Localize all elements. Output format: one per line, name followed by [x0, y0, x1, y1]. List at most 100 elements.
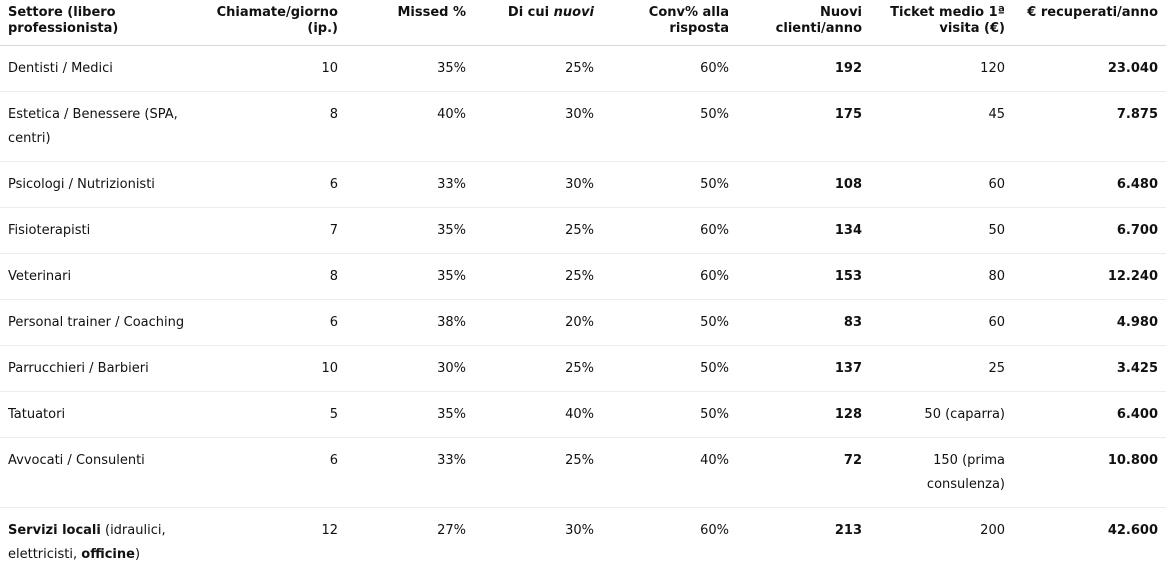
header-di-cui-nuovi: Di cui nuovi [474, 0, 602, 46]
table-row: Personal trainer / Coaching 6 38% 20% 50… [0, 300, 1166, 346]
table-row: Psicologi / Nutrizionisti 6 33% 30% 50% … [0, 162, 1166, 208]
cell-settore: Parrucchieri / Barbieri [0, 346, 200, 392]
cell-missed: 27% [346, 508, 474, 577]
cell-nuovi-pct: 25% [474, 438, 602, 508]
cell-missed: 35% [346, 254, 474, 300]
cell-conv: 60% [602, 508, 737, 577]
cell-settore: Veterinari [0, 254, 200, 300]
cell-missed: 38% [346, 300, 474, 346]
cell-nuovi-pct: 25% [474, 254, 602, 300]
table-row: Avvocati / Consulenti 6 33% 25% 40% 72 1… [0, 438, 1166, 508]
cell-missed: 35% [346, 392, 474, 438]
cell-clienti: 128 [737, 392, 870, 438]
cell-ticket: 150 (prima consulenza) [870, 438, 1013, 508]
cell-euro: 23.040 [1013, 46, 1166, 92]
cell-euro: 4.980 [1013, 300, 1166, 346]
cell-nuovi-pct: 25% [474, 346, 602, 392]
cell-clienti: 175 [737, 92, 870, 162]
cell-clienti: 83 [737, 300, 870, 346]
cell-chiamate: 10 [200, 346, 346, 392]
table-header-row: Settore (libero professionista) Chiamate… [0, 0, 1166, 46]
cell-clienti: 213 [737, 508, 870, 577]
header-settore: Settore (libero professionista) [0, 0, 200, 46]
table-row: Dentisti / Medici 10 35% 25% 60% 192 120… [0, 46, 1166, 92]
cell-clienti: 192 [737, 46, 870, 92]
header-missed: Missed % [346, 0, 474, 46]
cell-clienti: 134 [737, 208, 870, 254]
cell-conv: 50% [602, 392, 737, 438]
cell-settore: Personal trainer / Coaching [0, 300, 200, 346]
settore-normal: ) [135, 547, 140, 562]
cell-euro: 7.875 [1013, 92, 1166, 162]
settore-bold: Servizi locali [8, 523, 101, 538]
header-conv: Conv% alla risposta [602, 0, 737, 46]
settore-bold: officine [81, 547, 135, 562]
cell-ticket: 120 [870, 46, 1013, 92]
table-row: Estetica / Benessere (SPA, centri) 8 40%… [0, 92, 1166, 162]
cell-chiamate: 10 [200, 46, 346, 92]
cell-missed: 33% [346, 438, 474, 508]
cell-ticket: 50 [870, 208, 1013, 254]
header-nuovi-clienti: Nuovi clienti/anno [737, 0, 870, 46]
cell-nuovi-pct: 25% [474, 46, 602, 92]
cell-settore: Psicologi / Nutrizionisti [0, 162, 200, 208]
cell-missed: 35% [346, 46, 474, 92]
cell-missed: 40% [346, 92, 474, 162]
cell-ticket: 45 [870, 92, 1013, 162]
cell-ticket: 80 [870, 254, 1013, 300]
cell-conv: 50% [602, 162, 737, 208]
cell-settore: Fisioterapisti [0, 208, 200, 254]
cell-settore: Estetica / Benessere (SPA, centri) [0, 92, 200, 162]
header-recuperati: € recuperati/anno [1013, 0, 1166, 46]
table-row: Parrucchieri / Barbieri 10 30% 25% 50% 1… [0, 346, 1166, 392]
cell-missed: 35% [346, 208, 474, 254]
cell-settore: Tatuatori [0, 392, 200, 438]
cell-conv: 60% [602, 46, 737, 92]
cell-nuovi-pct: 30% [474, 92, 602, 162]
cell-conv: 50% [602, 300, 737, 346]
table-row: Servizi locali (idraulici, elettricisti,… [0, 508, 1166, 577]
cell-settore: Dentisti / Medici [0, 46, 200, 92]
cell-clienti: 72 [737, 438, 870, 508]
cell-euro: 10.800 [1013, 438, 1166, 508]
cell-conv: 60% [602, 208, 737, 254]
cell-conv: 60% [602, 254, 737, 300]
cell-settore: Avvocati / Consulenti [0, 438, 200, 508]
cell-clienti: 108 [737, 162, 870, 208]
header-ticket: Ticket medio 1ª visita (€) [870, 0, 1013, 46]
cell-chiamate: 8 [200, 92, 346, 162]
cell-euro: 12.240 [1013, 254, 1166, 300]
cell-missed: 33% [346, 162, 474, 208]
table-row: Fisioterapisti 7 35% 25% 60% 134 50 6.70… [0, 208, 1166, 254]
header-di-cui-prefix: Di cui [508, 5, 554, 20]
cell-euro: 6.480 [1013, 162, 1166, 208]
cell-chiamate: 6 [200, 438, 346, 508]
cell-chiamate: 7 [200, 208, 346, 254]
cell-nuovi-pct: 30% [474, 162, 602, 208]
cell-nuovi-pct: 20% [474, 300, 602, 346]
cell-ticket: 200 [870, 508, 1013, 577]
cell-chiamate: 6 [200, 300, 346, 346]
header-chiamate: Chiamate/giorno (ip.) [200, 0, 346, 46]
cell-ticket: 50 (caparra) [870, 392, 1013, 438]
cell-conv: 50% [602, 92, 737, 162]
cell-conv: 40% [602, 438, 737, 508]
cell-ticket: 25 [870, 346, 1013, 392]
cell-chiamate: 6 [200, 162, 346, 208]
header-di-cui-em: nuovi [554, 5, 594, 20]
cell-chiamate: 12 [200, 508, 346, 577]
cell-missed: 30% [346, 346, 474, 392]
cell-settore: Servizi locali (idraulici, elettricisti,… [0, 508, 200, 577]
cell-clienti: 137 [737, 346, 870, 392]
table-row: Tatuatori 5 35% 40% 50% 128 50 (caparra)… [0, 392, 1166, 438]
cell-euro: 6.400 [1013, 392, 1166, 438]
cell-clienti: 153 [737, 254, 870, 300]
cell-ticket: 60 [870, 162, 1013, 208]
table-row: Veterinari 8 35% 25% 60% 153 80 12.240 [0, 254, 1166, 300]
cell-nuovi-pct: 40% [474, 392, 602, 438]
cell-chiamate: 8 [200, 254, 346, 300]
cell-nuovi-pct: 25% [474, 208, 602, 254]
cell-euro: 6.700 [1013, 208, 1166, 254]
cell-conv: 50% [602, 346, 737, 392]
